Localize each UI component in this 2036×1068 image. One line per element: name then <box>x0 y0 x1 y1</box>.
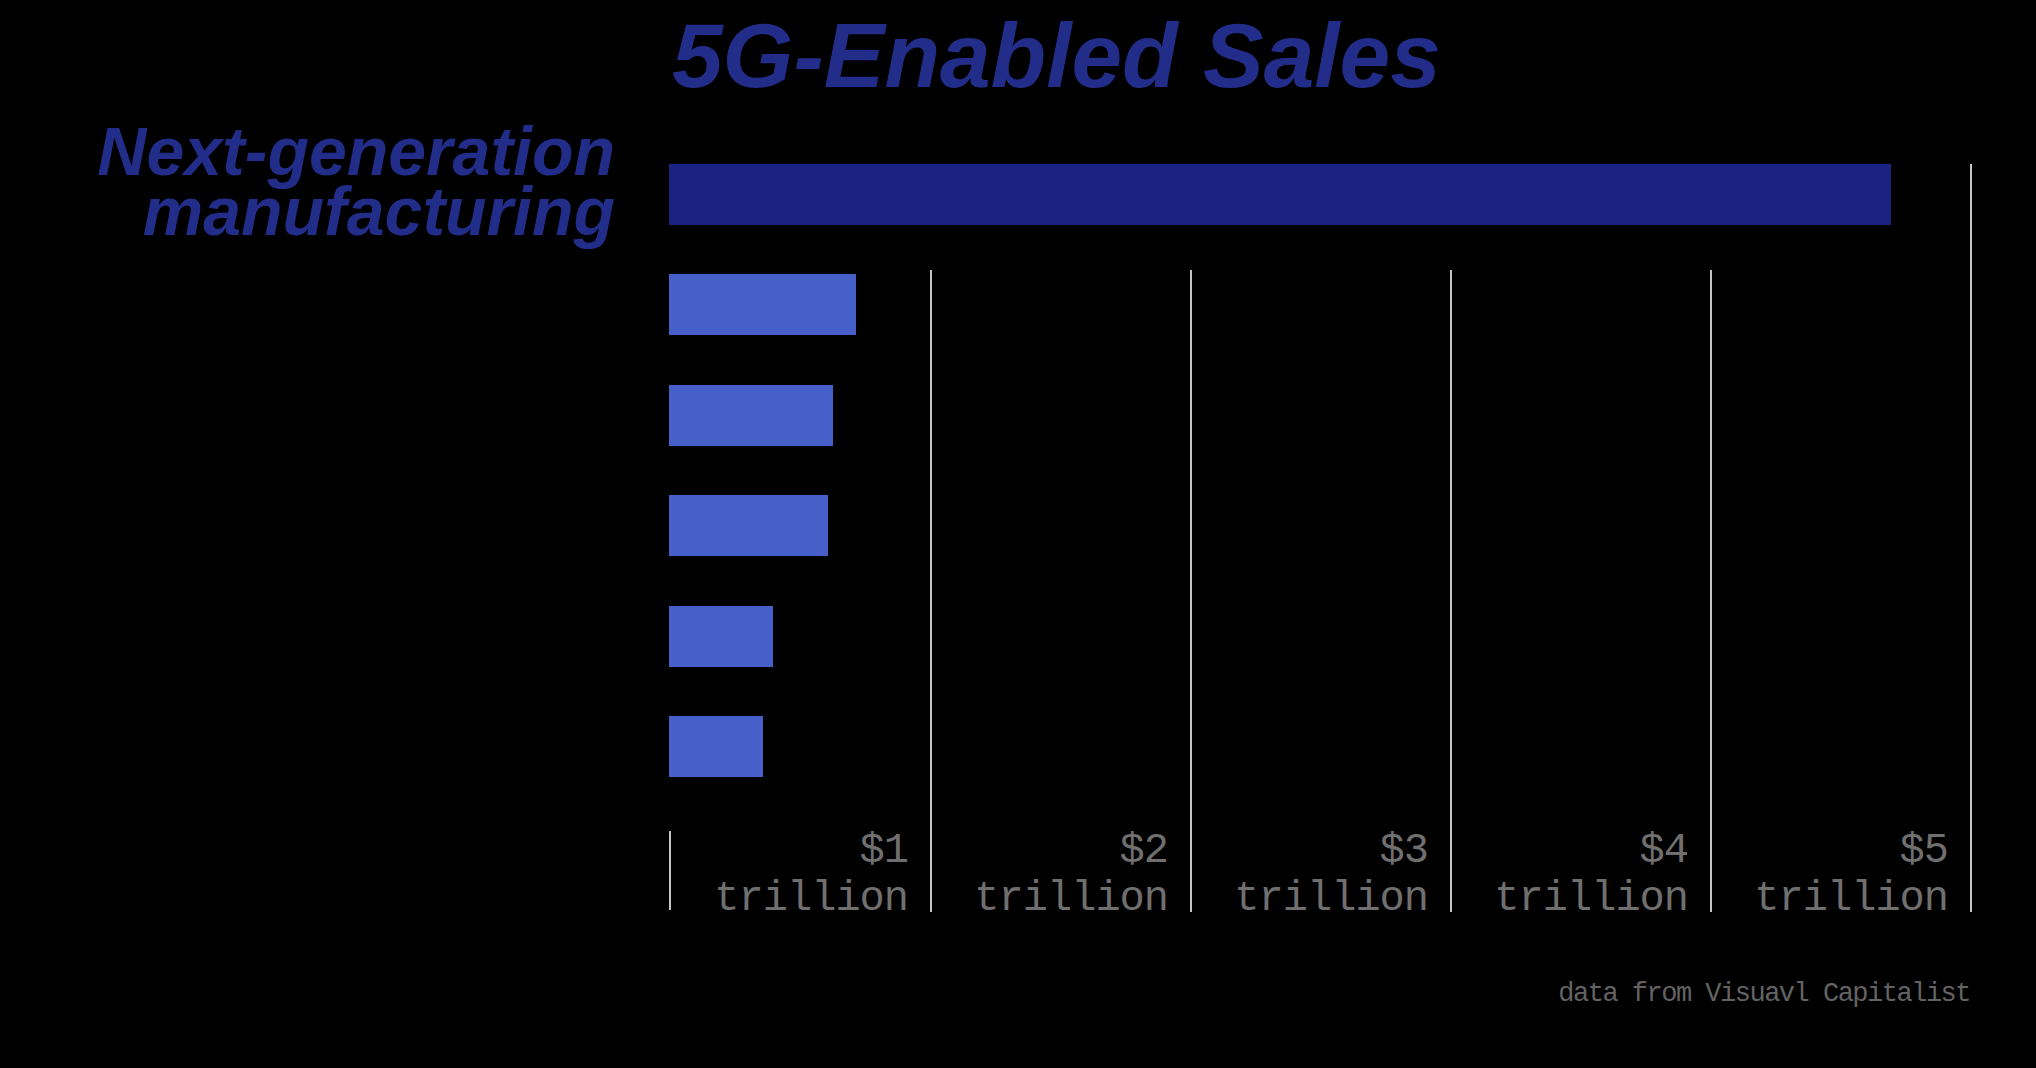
x-tick-label-5-trillion: $5trillion <box>1628 827 1948 923</box>
source-caption: data from Visuavl Capitalist <box>1558 979 1970 1009</box>
gridline-3-trillion <box>1450 270 1452 912</box>
category-label-line2: manufacturing <box>143 177 615 245</box>
bar-1 <box>669 164 1891 225</box>
bar-3 <box>669 385 833 446</box>
bar-5 <box>669 606 773 667</box>
chart-title: 5G-Enabled Sales <box>672 10 1441 101</box>
bar-2 <box>669 274 856 335</box>
bar-6 <box>669 716 763 777</box>
gridline-5-trillion <box>1970 164 1972 912</box>
gridline-4-trillion <box>1710 270 1712 912</box>
bar-4 <box>669 495 828 556</box>
gridline-2-trillion <box>1190 270 1192 912</box>
zero-tick <box>669 831 671 910</box>
gridline-1-trillion <box>930 270 932 912</box>
chart-figure: 5G-Enabled Sales Next-generation manufac… <box>0 0 2036 1068</box>
